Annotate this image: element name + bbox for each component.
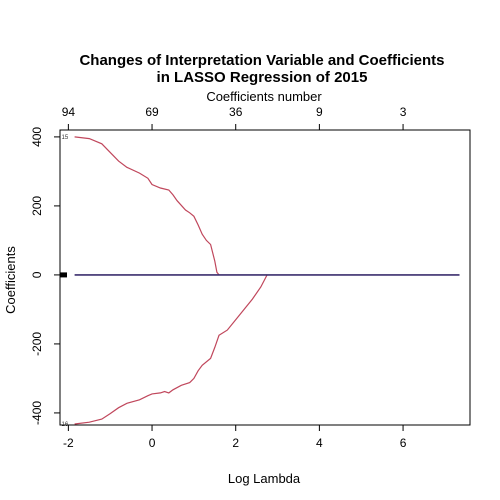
y-tick-label: 200	[30, 196, 44, 216]
x-tick-label: 2	[232, 436, 239, 450]
x-tick-label: 6	[400, 436, 407, 450]
x-tick-label: -2	[63, 436, 74, 450]
series-line-1	[74, 274, 268, 425]
x-axis-title: Log Lambda	[228, 471, 301, 486]
y-axis-title: Coefficients	[3, 246, 18, 314]
series-end-label: 16	[62, 422, 69, 428]
y-tick-label: 400	[30, 127, 44, 147]
chart-title: Changes of Interpretation Variable and C…	[79, 52, 444, 69]
top-tick-label: 69	[145, 105, 159, 119]
plot-frame	[59, 129, 471, 426]
top-tick-label: 36	[229, 105, 243, 119]
chart-subtitle: in LASSO Regression of 2015	[157, 69, 368, 86]
x-tick-label: 0	[149, 436, 156, 450]
top-axis-title: Coefficients number	[206, 89, 322, 104]
series-line-0	[74, 136, 220, 276]
series-end-label: 15	[62, 135, 69, 141]
zero-paths-cluster	[60, 272, 67, 278]
x-tick-label: 4	[316, 436, 323, 450]
y-tick-label: -200	[30, 332, 44, 356]
y-tick-label: -400	[30, 401, 44, 425]
top-tick-label: 3	[400, 105, 407, 119]
top-tick-label: 9	[316, 105, 323, 119]
chart-marks: -2 0 2 4 6 94 69 36 9 3 -400 -200 0 200 400 15 16	[30, 105, 460, 450]
top-tick-label: 94	[62, 105, 76, 119]
y-tick-label: 0	[30, 271, 44, 278]
